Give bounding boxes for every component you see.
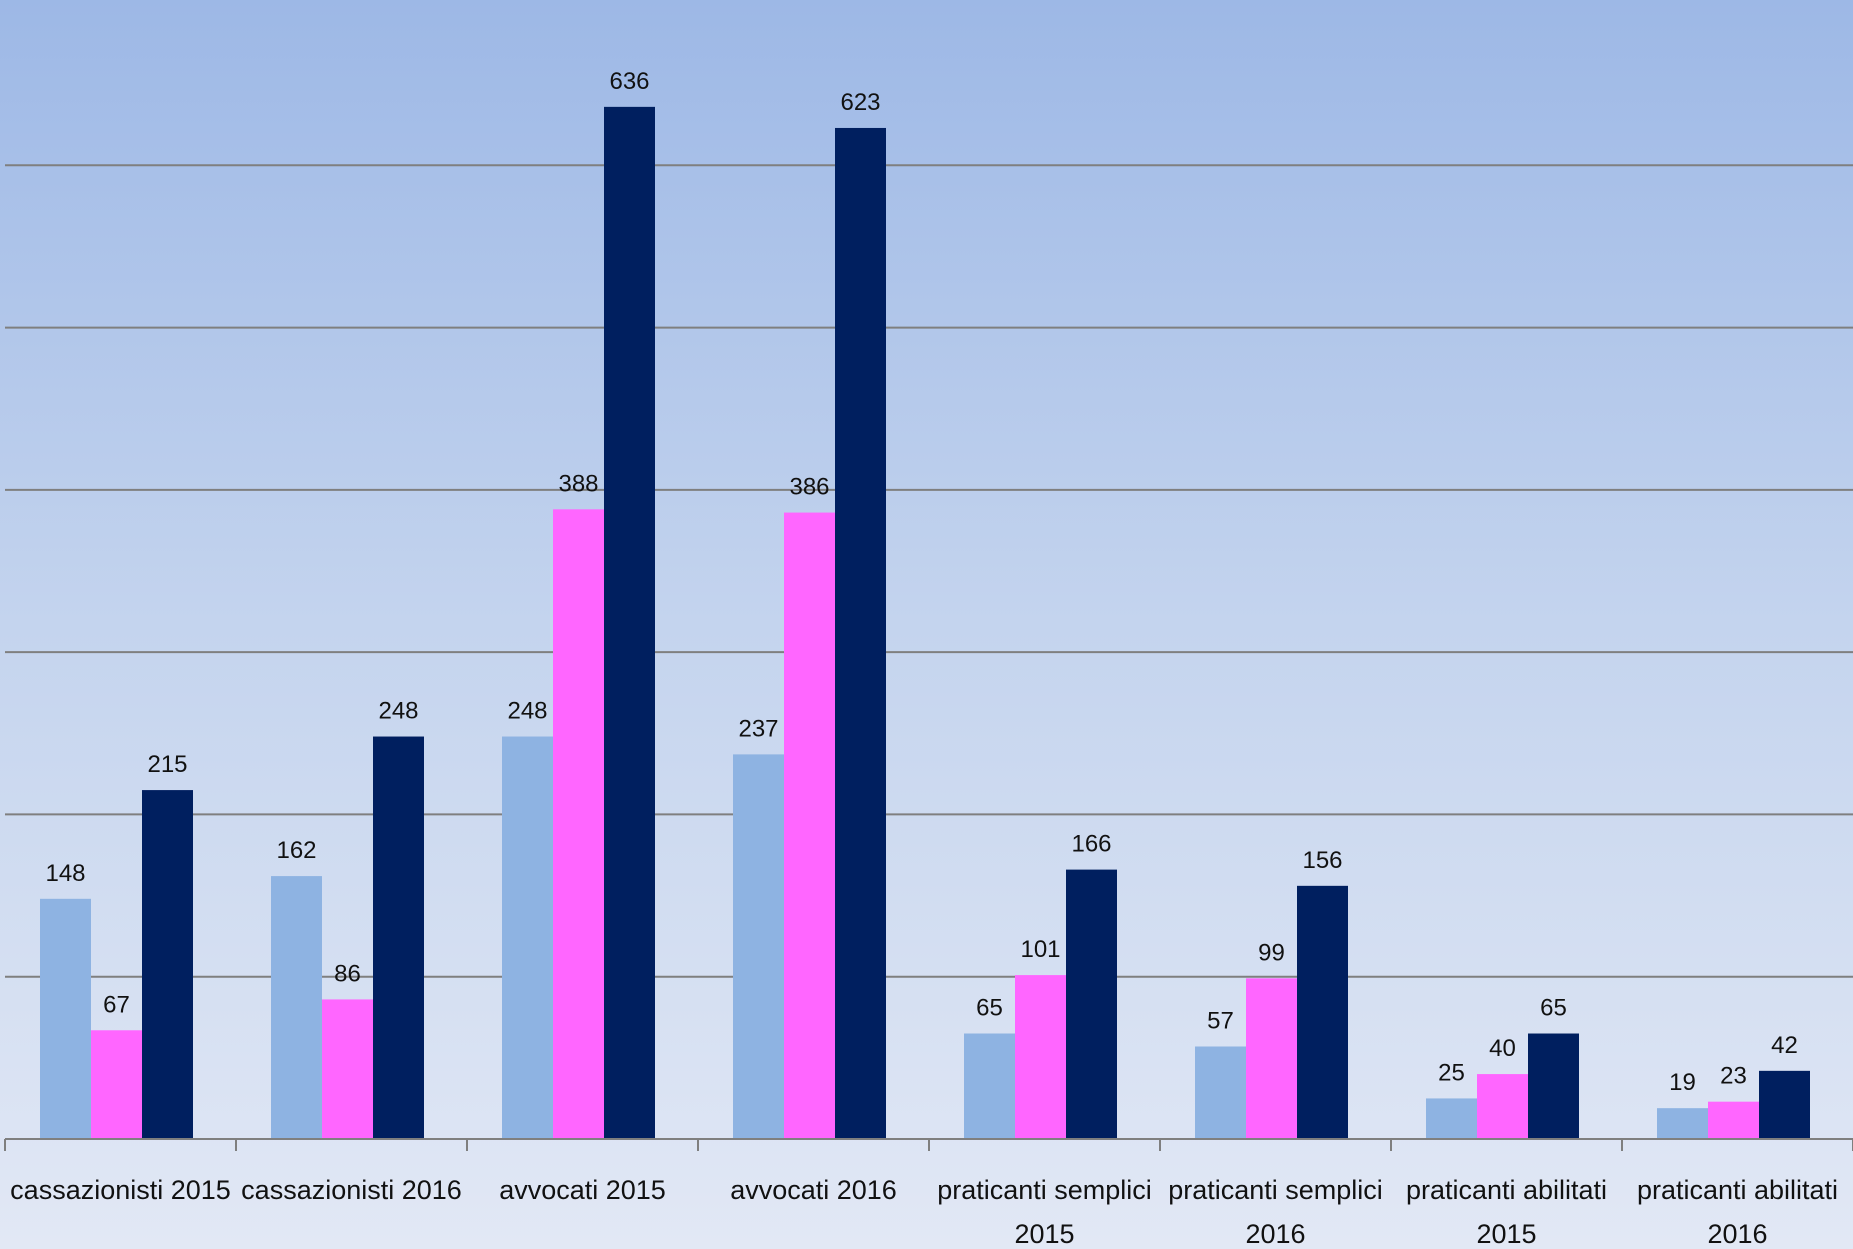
data-label: 101 bbox=[1020, 936, 1060, 963]
category-label: cassazionisti 2015 bbox=[10, 1175, 231, 1205]
data-label: 162 bbox=[276, 837, 316, 864]
data-label: 388 bbox=[558, 470, 598, 497]
data-label: 86 bbox=[334, 960, 361, 987]
category-labels: cassazionisti 2015 cassazionisti 2016 avvo… bbox=[10, 1175, 1838, 1249]
bar bbox=[142, 790, 193, 1139]
data-label: 156 bbox=[1302, 847, 1342, 874]
data-label: 99 bbox=[1258, 939, 1285, 966]
bar bbox=[1657, 1108, 1708, 1139]
bar bbox=[271, 876, 322, 1139]
bar bbox=[373, 736, 424, 1139]
data-label: 19 bbox=[1669, 1069, 1696, 1096]
bar bbox=[1528, 1033, 1579, 1139]
bar bbox=[1426, 1098, 1477, 1139]
bar bbox=[502, 736, 553, 1139]
data-label: 67 bbox=[103, 991, 130, 1018]
bar bbox=[784, 512, 835, 1139]
bar bbox=[322, 999, 373, 1139]
data-label: 623 bbox=[840, 89, 880, 116]
category-label: avvocati 2016 bbox=[730, 1175, 897, 1205]
value-labels: 148 67 215 162 86 248 248 388 636 237 386 623 65 101 1… bbox=[45, 68, 1797, 1096]
bar bbox=[964, 1033, 1015, 1139]
bar bbox=[1759, 1070, 1810, 1139]
data-label: 25 bbox=[1438, 1059, 1465, 1086]
category-label: praticanti abilitati 2015 bbox=[1406, 1175, 1607, 1249]
bars bbox=[40, 106, 1810, 1140]
bar bbox=[1297, 885, 1348, 1139]
bar bbox=[1708, 1101, 1759, 1139]
data-label: 148 bbox=[45, 860, 85, 887]
bar bbox=[733, 754, 784, 1139]
data-label: 215 bbox=[147, 751, 187, 778]
category-label: avvocati 2015 bbox=[499, 1175, 666, 1205]
bar bbox=[1195, 1046, 1246, 1139]
category-label: praticanti abilitati 2016 bbox=[1637, 1175, 1838, 1249]
category-label: praticanti semplici 2015 bbox=[937, 1175, 1152, 1249]
bar bbox=[835, 127, 886, 1139]
bar bbox=[1246, 978, 1297, 1139]
x-axis bbox=[4, 1138, 1853, 1151]
data-label: 65 bbox=[1540, 995, 1567, 1022]
data-label: 40 bbox=[1489, 1035, 1516, 1062]
bar bbox=[1477, 1074, 1528, 1139]
bar bbox=[40, 898, 91, 1139]
data-label: 42 bbox=[1771, 1032, 1798, 1059]
data-label: 636 bbox=[609, 68, 649, 95]
bar bbox=[553, 509, 604, 1139]
data-label: 65 bbox=[976, 995, 1003, 1022]
bar bbox=[1015, 975, 1066, 1139]
gridlines bbox=[5, 164, 1853, 978]
bar bbox=[604, 106, 655, 1140]
data-label: 166 bbox=[1071, 831, 1111, 858]
data-label: 237 bbox=[738, 715, 778, 742]
data-label: 386 bbox=[789, 474, 829, 501]
category-label: praticanti semplici 2016 bbox=[1168, 1175, 1383, 1249]
data-label: 248 bbox=[507, 698, 547, 725]
data-label: 248 bbox=[378, 698, 418, 725]
data-label: 57 bbox=[1207, 1007, 1234, 1034]
bar bbox=[91, 1030, 142, 1139]
bar bbox=[1066, 869, 1117, 1139]
category-label: cassazionisti 2016 bbox=[241, 1175, 462, 1205]
data-label: 23 bbox=[1720, 1063, 1747, 1090]
